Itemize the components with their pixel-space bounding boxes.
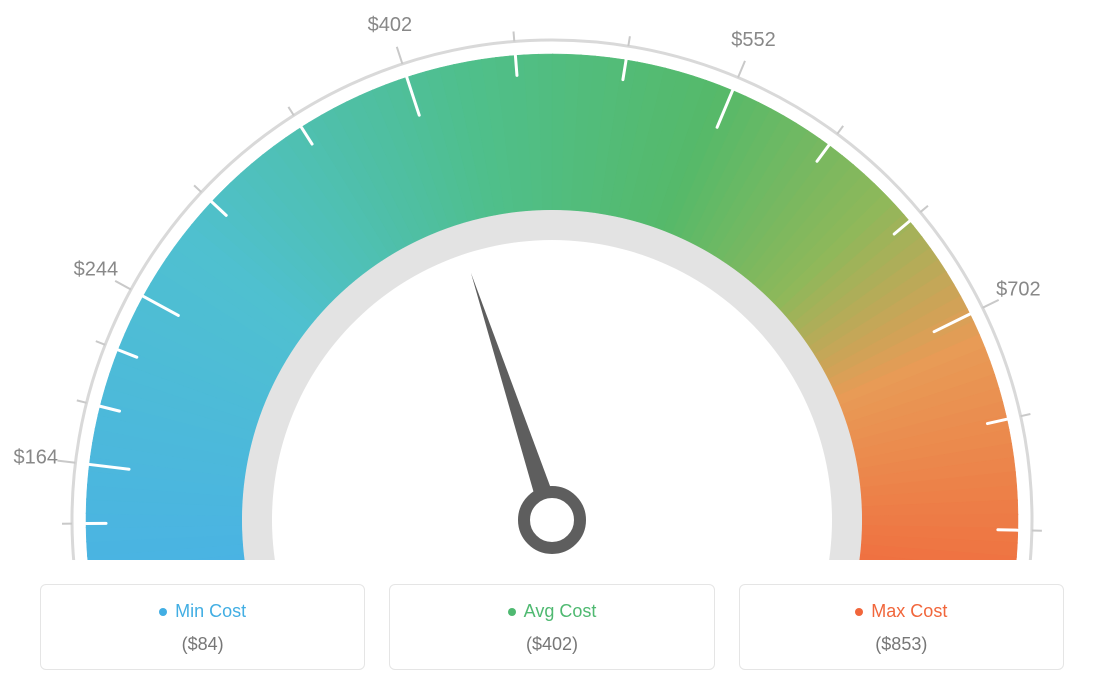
gauge-needle-hub bbox=[524, 492, 580, 548]
gauge-area: $84$164$244$402$552$702$853 bbox=[0, 0, 1104, 560]
legend-card-max: Max Cost ($853) bbox=[739, 584, 1064, 670]
legend-title-max: Max Cost bbox=[855, 601, 947, 622]
legend-title-avg: Avg Cost bbox=[508, 601, 597, 622]
legend-label-min: Min Cost bbox=[175, 601, 246, 622]
legend-value-avg: ($402) bbox=[390, 634, 713, 655]
legend-dot-avg bbox=[508, 608, 516, 616]
legend-dot-min bbox=[159, 608, 167, 616]
legend-dot-max bbox=[855, 608, 863, 616]
legend-value-min: ($84) bbox=[41, 634, 364, 655]
gauge-tick-label: $552 bbox=[731, 29, 776, 51]
legend-card-avg: Avg Cost ($402) bbox=[389, 584, 714, 670]
legend-row: Min Cost ($84) Avg Cost ($402) Max Cost … bbox=[40, 584, 1064, 670]
legend-label-avg: Avg Cost bbox=[524, 601, 597, 622]
gauge-svg: $84$164$244$402$552$702$853 bbox=[0, 0, 1104, 560]
legend-card-min: Min Cost ($84) bbox=[40, 584, 365, 670]
gauge-needle bbox=[471, 273, 562, 523]
legend-title-min: Min Cost bbox=[159, 601, 246, 622]
legend-value-max: ($853) bbox=[740, 634, 1063, 655]
gauge-tick-label: $244 bbox=[74, 259, 119, 281]
gauge-tick-label: $402 bbox=[368, 14, 413, 36]
legend-label-max: Max Cost bbox=[871, 601, 947, 622]
gauge-band bbox=[86, 54, 1018, 560]
cost-gauge-widget: $84$164$244$402$552$702$853 Min Cost ($8… bbox=[0, 0, 1104, 690]
gauge-tick-label: $702 bbox=[996, 278, 1041, 300]
gauge-tick-label: $164 bbox=[13, 446, 58, 468]
